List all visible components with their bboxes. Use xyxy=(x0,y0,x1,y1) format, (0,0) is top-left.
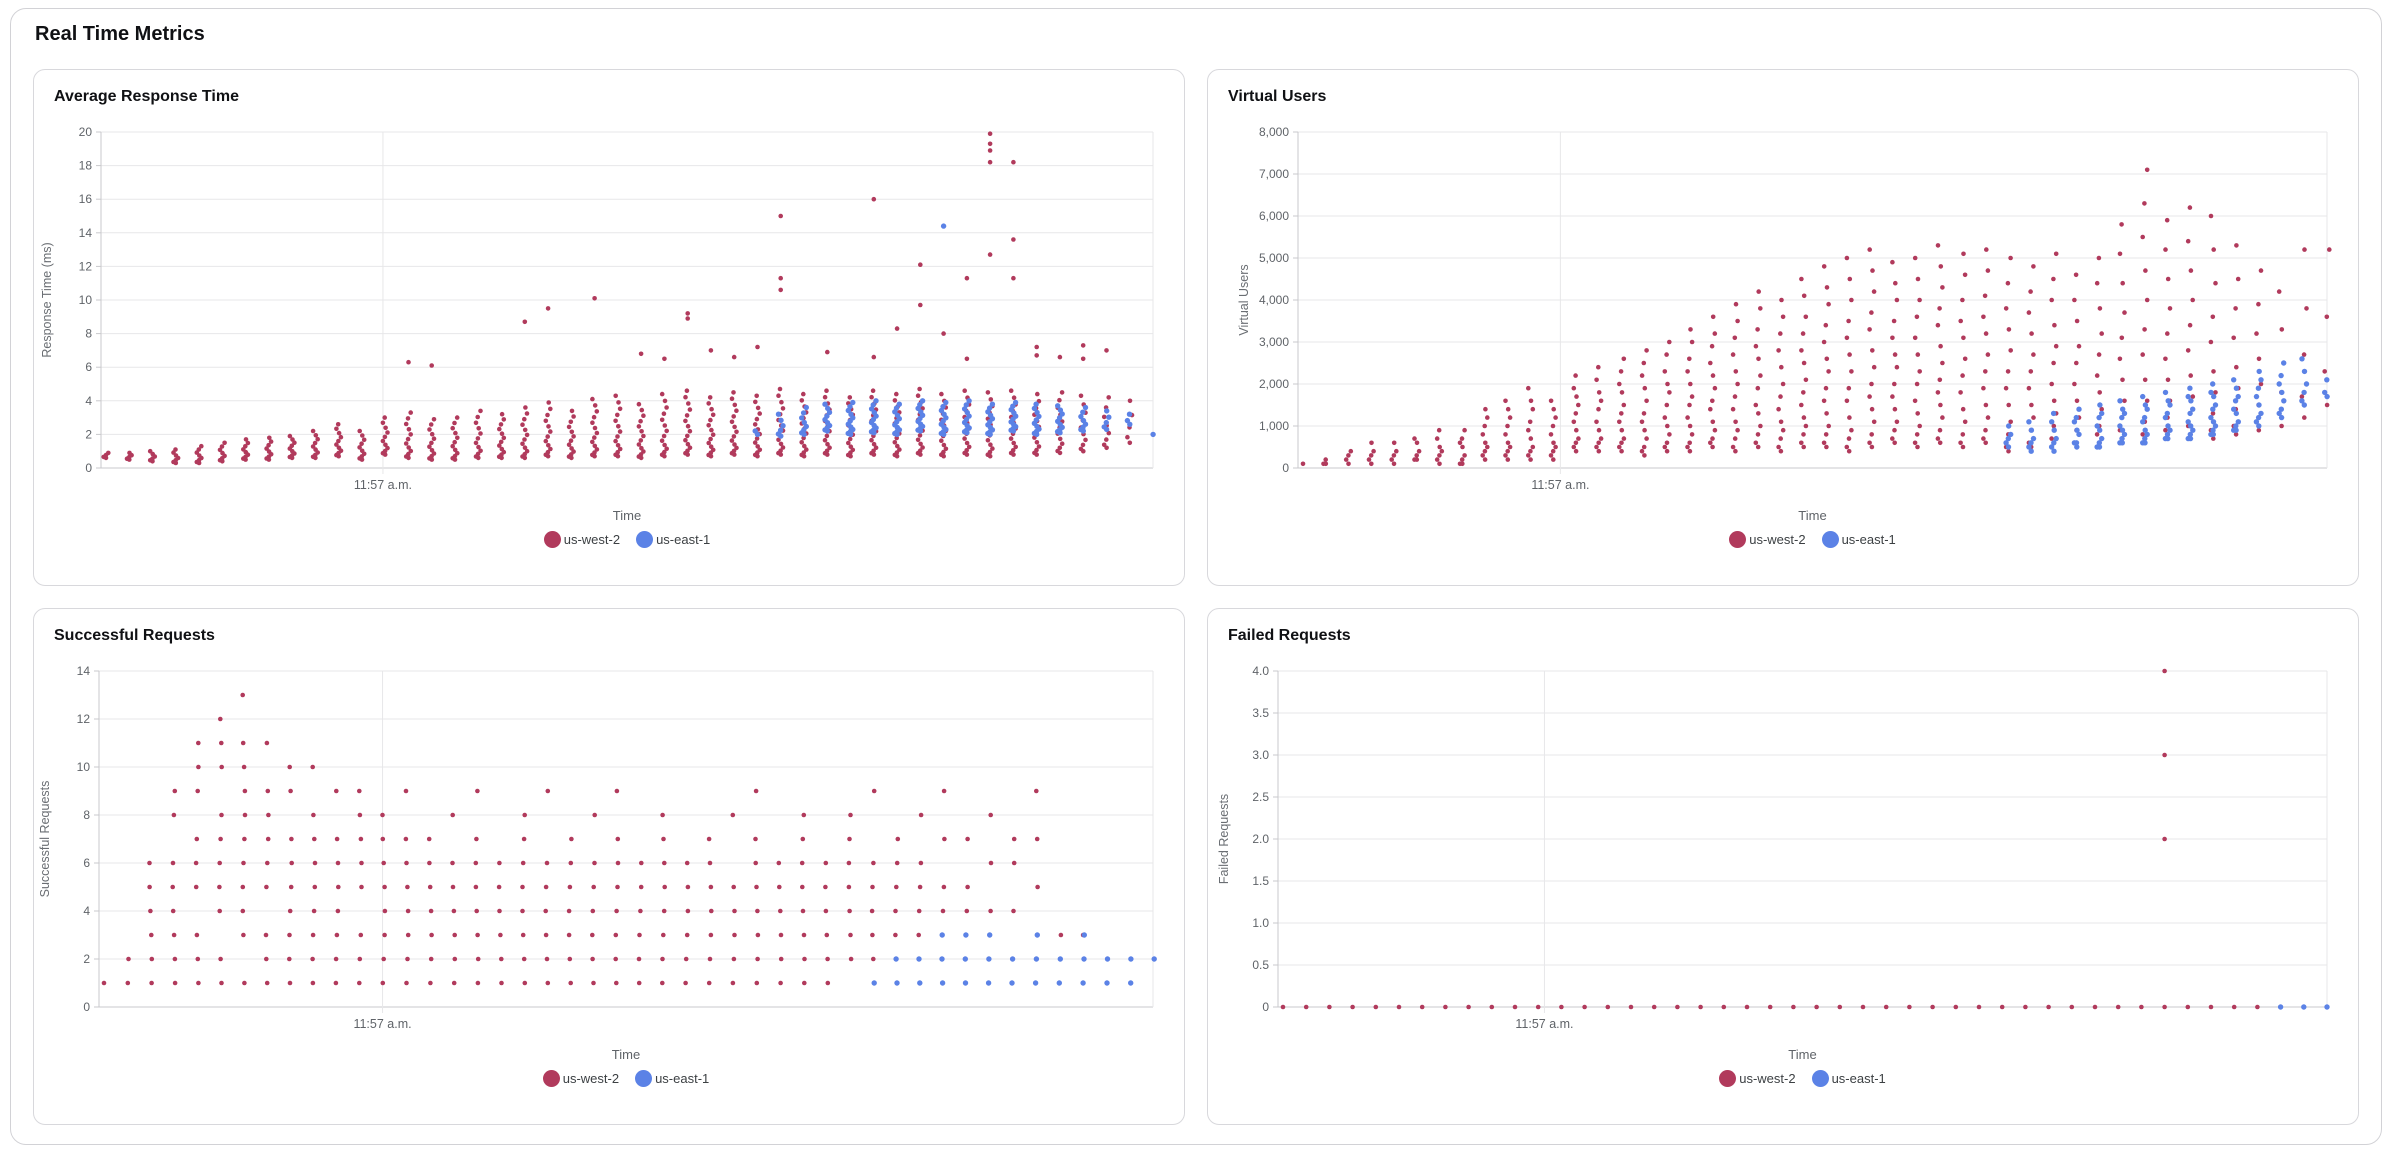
svg-text:0: 0 xyxy=(83,1000,90,1014)
svg-text:2.5: 2.5 xyxy=(1252,790,1269,804)
svg-text:6,000: 6,000 xyxy=(1259,209,1289,223)
legend-label: us-west-2 xyxy=(562,1071,620,1086)
legend-item-us-east-1[interactable]: us-east-1 xyxy=(636,531,710,548)
svg-text:4: 4 xyxy=(85,394,92,408)
legend-item-us-west-2[interactable]: us-west-2 xyxy=(543,531,621,548)
svg-text:8,000: 8,000 xyxy=(1259,125,1289,139)
legend-label: us-west-2 xyxy=(563,532,621,547)
legend: us-west-2 us-east-1 xyxy=(1247,1070,2358,1087)
scatter-plot-average-response-time: 0 2 4 6 8 10 12 14 16 18 20 11:57 a.m. Response Time… xyxy=(40,125,1156,492)
svg-text:4: 4 xyxy=(83,904,90,918)
legend-label: us-east-1 xyxy=(1831,1071,1886,1086)
legend-dot-icon xyxy=(542,1070,560,1087)
svg-text:6: 6 xyxy=(85,360,92,374)
legend-dot-icon xyxy=(543,531,561,548)
svg-text:Failed Requests: Failed Requests xyxy=(1217,794,1231,884)
chart-footer: Time us-west-2 us-east-1 xyxy=(1208,508,2358,548)
chart-title: Virtual Users xyxy=(1228,88,1327,105)
svg-text:7,000: 7,000 xyxy=(1259,167,1289,181)
legend: us-west-2 us-east-1 xyxy=(1267,531,2358,548)
chart-card-virtual-users: Virtual Users 0 1,000 2,000 3,000 4,000 5,000… xyxy=(1207,69,2359,586)
scatter-plot-failed-requests: 0 0.5 1.0 1.5 2.0 2.5 3.0 3.5 4.0 11:57 a.m. Faile… xyxy=(1217,664,2330,1031)
legend: us-west-2 us-east-1 xyxy=(68,1070,1184,1087)
svg-text:3,000: 3,000 xyxy=(1259,335,1289,349)
svg-text:16: 16 xyxy=(79,192,93,206)
chart-title: Successful Requests xyxy=(54,627,215,644)
svg-text:Virtual Users: Virtual Users xyxy=(1237,264,1251,335)
svg-text:18: 18 xyxy=(79,159,93,173)
legend-item-us-east-1[interactable]: us-east-1 xyxy=(635,1070,709,1087)
svg-text:2.0: 2.0 xyxy=(1252,832,1269,846)
x-axis-label: Time xyxy=(1798,508,1827,523)
legend-label: us-east-1 xyxy=(656,532,711,547)
svg-text:11:57 a.m.: 11:57 a.m. xyxy=(1515,1017,1573,1031)
chart-card-average-response-time: Average Response Time 0 2 4 6 8 10 12 14 16 18 20 1… xyxy=(33,69,1185,586)
svg-text:Successful Requests: Successful Requests xyxy=(38,781,52,898)
legend-dot-icon xyxy=(1729,531,1747,548)
svg-text:12: 12 xyxy=(79,259,93,273)
svg-text:0: 0 xyxy=(85,461,92,475)
legend-item-us-west-2[interactable]: us-west-2 xyxy=(1729,531,1806,548)
svg-text:4,000: 4,000 xyxy=(1259,293,1289,307)
chart-title: Average Response Time xyxy=(54,88,239,105)
svg-text:14: 14 xyxy=(79,226,93,240)
scatter-plot-virtual-users: 0 1,000 2,000 3,000 4,000 5,000 6,000 7,000 8,00… xyxy=(1237,125,2332,492)
legend-label: us-west-2 xyxy=(1749,532,1806,547)
legend-label: us-west-2 xyxy=(1739,1071,1796,1086)
chart-title: Failed Requests xyxy=(1228,627,1351,644)
legend-item-us-west-2[interactable]: us-west-2 xyxy=(542,1070,620,1087)
legend-label: us-east-1 xyxy=(1841,532,1896,547)
x-axis-label: Time xyxy=(1788,1047,1817,1062)
svg-text:1.0: 1.0 xyxy=(1252,916,1269,930)
x-axis-label: Time xyxy=(611,1047,641,1062)
svg-text:5,000: 5,000 xyxy=(1259,251,1289,265)
legend-item-us-east-1[interactable]: us-east-1 xyxy=(1821,531,1896,548)
charts-grid: Average Response Time 0 2 4 6 8 10 12 14 16 18 20 1… xyxy=(33,69,2359,1125)
svg-text:2: 2 xyxy=(85,427,92,441)
legend-dot-icon xyxy=(1821,531,1839,548)
legend-dot-icon xyxy=(1719,1070,1737,1087)
svg-text:3.0: 3.0 xyxy=(1252,748,1269,762)
svg-text:8: 8 xyxy=(83,808,90,822)
chart-footer: Time us-west-2 us-east-1 xyxy=(1208,1047,2358,1087)
legend-dot-icon xyxy=(635,1070,653,1087)
svg-text:1,000: 1,000 xyxy=(1259,419,1289,433)
legend-label: us-east-1 xyxy=(655,1071,710,1086)
legend: us-west-2 us-east-1 xyxy=(70,531,1184,548)
svg-text:0: 0 xyxy=(1282,461,1289,475)
real-time-metrics-panel: Real Time Metrics Average Response Time … xyxy=(10,8,2382,1145)
svg-text:6: 6 xyxy=(83,856,90,870)
svg-text:1.5: 1.5 xyxy=(1252,874,1269,888)
chart-footer: Time us-west-2 us-east-1 xyxy=(34,1047,1184,1087)
chart-card-successful-requests: Successful Requests 0 2 4 6 8 10 12 14 11:57 a.m… xyxy=(33,608,1185,1125)
svg-text:0.5: 0.5 xyxy=(1252,958,1269,972)
svg-text:11:57 a.m.: 11:57 a.m. xyxy=(354,478,412,492)
x-axis-label: Time xyxy=(612,508,642,523)
scatter-plot-successful-requests: 0 2 4 6 8 10 12 14 11:57 a.m. Successful Requests xyxy=(38,664,1157,1031)
svg-text:11:57 a.m.: 11:57 a.m. xyxy=(1531,478,1589,492)
legend-dot-icon xyxy=(636,531,654,548)
svg-text:10: 10 xyxy=(77,760,91,774)
svg-text:2: 2 xyxy=(83,952,90,966)
svg-text:0: 0 xyxy=(1262,1000,1269,1014)
svg-text:2,000: 2,000 xyxy=(1259,377,1289,391)
legend-dot-icon xyxy=(1811,1070,1829,1087)
svg-text:11:57 a.m.: 11:57 a.m. xyxy=(353,1017,411,1031)
svg-text:Response Time (ms): Response Time (ms) xyxy=(40,242,54,357)
svg-text:20: 20 xyxy=(79,125,93,139)
chart-footer: Time us-west-2 us-east-1 xyxy=(34,508,1184,548)
svg-text:12: 12 xyxy=(77,712,91,726)
legend-item-us-west-2[interactable]: us-west-2 xyxy=(1719,1070,1796,1087)
chart-card-failed-requests: Failed Requests 0 0.5 1.0 1.5 2.0 2.5 3.0 3.5 4.… xyxy=(1207,608,2359,1125)
svg-text:14: 14 xyxy=(77,664,91,678)
svg-text:3.5: 3.5 xyxy=(1252,706,1269,720)
svg-text:10: 10 xyxy=(79,293,93,307)
legend-item-us-east-1[interactable]: us-east-1 xyxy=(1811,1070,1886,1087)
page-title: Real Time Metrics xyxy=(35,23,205,45)
svg-text:8: 8 xyxy=(85,327,92,341)
svg-text:4.0: 4.0 xyxy=(1252,664,1269,678)
